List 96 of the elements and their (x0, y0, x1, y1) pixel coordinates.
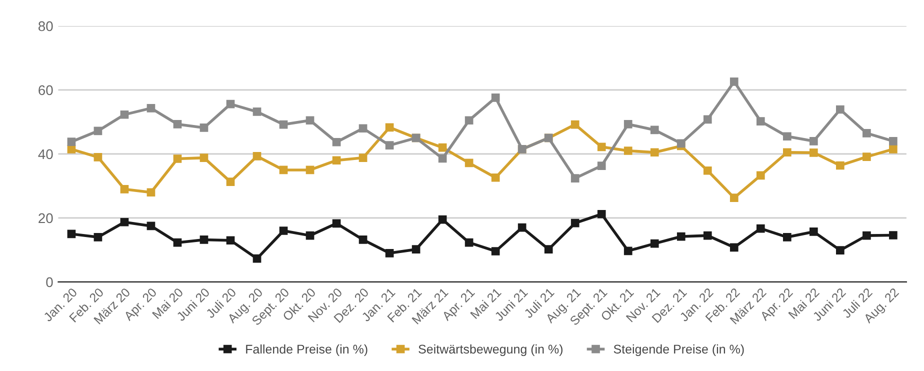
point (120, 110, 129, 119)
point (650, 148, 659, 157)
point (836, 105, 844, 114)
point (518, 223, 526, 232)
y-tick-label: 40 (38, 149, 53, 160)
point (650, 239, 659, 248)
point (703, 166, 712, 175)
point (226, 236, 235, 245)
point (358, 154, 368, 162)
point (94, 126, 102, 136)
legend-label: Fallende Preise (in %) (246, 344, 368, 356)
point (200, 236, 208, 244)
point (94, 232, 102, 242)
point (385, 123, 394, 132)
point (200, 124, 208, 132)
point (810, 148, 818, 157)
point (306, 166, 314, 174)
point (464, 238, 474, 247)
point (730, 194, 738, 202)
point (438, 215, 447, 224)
point (306, 116, 314, 125)
point (782, 232, 792, 242)
point (226, 100, 235, 108)
point (332, 138, 341, 146)
point (385, 141, 394, 150)
point (889, 145, 898, 154)
y-tick-label: 80 (38, 21, 53, 32)
point (67, 138, 76, 146)
point (889, 137, 898, 146)
point (676, 232, 686, 241)
point (491, 93, 500, 102)
point (67, 230, 76, 238)
point (782, 132, 792, 141)
point (173, 238, 182, 247)
point (650, 126, 659, 134)
point (756, 224, 765, 233)
point (836, 161, 844, 170)
point (889, 231, 898, 240)
point (173, 154, 182, 163)
point (438, 154, 447, 163)
point (252, 108, 262, 116)
point (173, 120, 182, 128)
point (782, 148, 792, 157)
point (279, 120, 288, 129)
point (570, 174, 580, 182)
point (252, 152, 262, 160)
point (597, 162, 606, 170)
point (862, 231, 871, 240)
point (703, 115, 712, 124)
point (200, 154, 208, 162)
point (810, 137, 818, 146)
point (624, 120, 632, 128)
point (570, 218, 580, 228)
point (146, 222, 156, 230)
point (279, 226, 288, 235)
point (730, 77, 738, 86)
point (252, 254, 262, 263)
point (676, 139, 686, 148)
point (120, 218, 129, 226)
point (332, 219, 341, 228)
point (385, 248, 394, 258)
point (146, 188, 156, 197)
point (358, 236, 368, 244)
point (756, 171, 765, 180)
point (358, 124, 368, 133)
point (491, 247, 500, 256)
point (597, 142, 606, 152)
point (570, 120, 580, 129)
point (438, 143, 447, 152)
point (491, 173, 500, 182)
point (226, 178, 235, 186)
point (94, 153, 102, 162)
point (624, 246, 632, 256)
point (120, 184, 129, 194)
point (730, 243, 738, 252)
point (703, 231, 712, 240)
point (464, 116, 474, 125)
legend-label: Steigende Preise (in %) (614, 344, 744, 356)
point (412, 245, 420, 254)
point (332, 156, 341, 165)
point (597, 210, 606, 218)
point (862, 129, 871, 138)
y-tick-label: 0 (46, 277, 53, 288)
point (624, 146, 632, 155)
point (836, 246, 844, 254)
point (756, 117, 765, 126)
legend-label: Seitwärtsbewegung (in %) (418, 344, 562, 356)
point (279, 166, 288, 174)
point (810, 228, 818, 236)
y-tick-label: 60 (38, 85, 53, 96)
point (146, 104, 156, 112)
point (544, 245, 553, 254)
point (306, 231, 314, 240)
y-tick-label: 20 (38, 213, 53, 224)
point (464, 158, 474, 168)
point (862, 152, 871, 162)
